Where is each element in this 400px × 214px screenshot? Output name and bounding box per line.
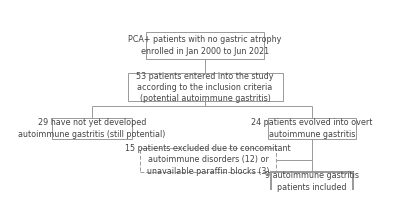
FancyBboxPatch shape (271, 172, 353, 191)
FancyBboxPatch shape (146, 32, 264, 59)
FancyBboxPatch shape (268, 118, 356, 139)
Text: 29 have not yet developed
autoimmune gastritis (still potential): 29 have not yet developed autoimmune gas… (18, 118, 166, 139)
FancyBboxPatch shape (140, 148, 276, 172)
FancyBboxPatch shape (52, 118, 132, 139)
Text: 24 patients evolved into overt
autoimmune gastritis: 24 patients evolved into overt autoimmun… (251, 118, 373, 139)
Text: PCA+ patients with no gastric atrophy
enrolled in Jan 2000 to Jun 2021: PCA+ patients with no gastric atrophy en… (128, 35, 282, 56)
Text: 53 patients entered into the study
according to the inclusion criteria
(potentia: 53 patients entered into the study accor… (136, 71, 274, 103)
FancyBboxPatch shape (128, 73, 282, 101)
Text: 15 patients excluded due to concomitant
autoimmune disorders (12) or
unavailable: 15 patients excluded due to concomitant … (125, 144, 291, 176)
Text: 9 autoimmune gastritis
patients included: 9 autoimmune gastritis patients included (265, 171, 359, 192)
